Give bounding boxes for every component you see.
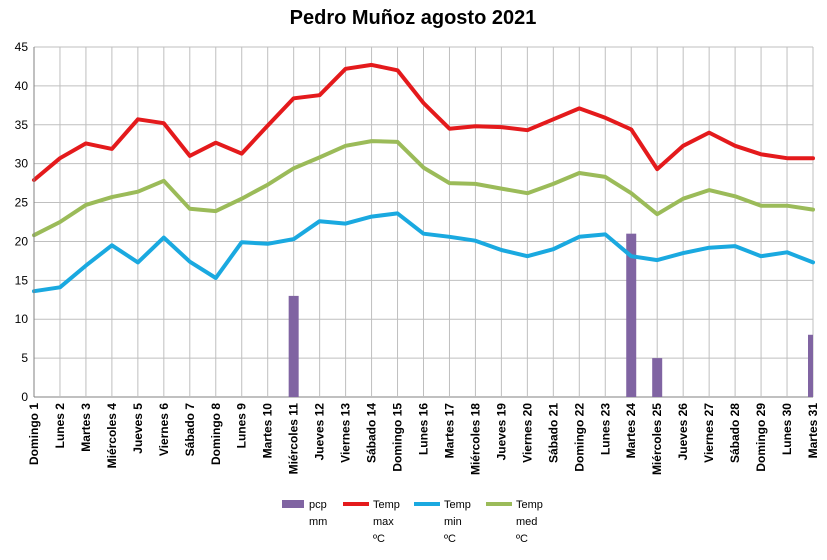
x-tick-label: Martes 24 xyxy=(624,403,638,459)
x-tick-label: Martes 3 xyxy=(79,403,93,452)
x-tick-label: Martes 10 xyxy=(261,403,275,459)
legend-label: ºC xyxy=(373,533,385,545)
y-tick-label: 40 xyxy=(15,79,29,93)
pcp-bar xyxy=(808,334,813,397)
legend-item: Temp max ºC xyxy=(343,499,400,545)
legend-label: min xyxy=(444,516,462,528)
legend-item: pcp mm xyxy=(282,499,327,528)
chart-title: Pedro Muñoz agosto 2021 xyxy=(290,7,537,29)
series-line-temp-min-c xyxy=(32,211,815,294)
x-tick-label: Viernes 20 xyxy=(520,403,534,463)
legend-label: max xyxy=(373,516,394,528)
x-tick-label: Miércoles 18 xyxy=(468,403,482,475)
x-tick-label: Miércoles 4 xyxy=(105,403,119,469)
x-tick-label: Jueves 19 xyxy=(494,403,508,461)
x-tick-label: Lunes 16 xyxy=(417,403,431,455)
legend-label: Temp xyxy=(444,499,471,511)
legend-label: mm xyxy=(309,516,327,528)
legend-label: ºC xyxy=(444,533,456,545)
x-tick-label: Lunes 9 xyxy=(235,403,249,449)
y-tick-label: 10 xyxy=(15,312,29,326)
x-tick-label: Miércoles 25 xyxy=(650,403,664,475)
legend-swatch xyxy=(282,500,304,508)
y-tick-label: 30 xyxy=(15,157,29,171)
bars-layer xyxy=(288,233,813,397)
x-tick-label: Jueves 26 xyxy=(676,403,690,461)
x-tick-label: Domingo 29 xyxy=(754,403,768,472)
legend-label: ºC xyxy=(516,533,528,545)
x-tick-label: Viernes 13 xyxy=(339,403,353,463)
series-line-temp-med-c xyxy=(32,139,815,238)
legend-label: med xyxy=(516,516,537,528)
x-tick-label: Lunes 23 xyxy=(598,403,612,455)
x-tick-label: Lunes 2 xyxy=(53,403,67,449)
y-tick-label: 5 xyxy=(21,351,28,365)
y-tick-label: 25 xyxy=(15,196,29,210)
legend: pcp mm Temp max ºC Temp min ºC Temp med ºC xyxy=(282,499,543,545)
grid-layer xyxy=(33,46,814,398)
legend-label: Temp xyxy=(373,499,400,511)
legend-label: Temp xyxy=(516,499,543,511)
x-tick-label: Martes 17 xyxy=(442,403,456,459)
y-tick-label: 15 xyxy=(15,273,29,287)
x-tick-label: Martes 31 xyxy=(806,403,820,459)
x-tick-label: Sábado 28 xyxy=(728,403,742,463)
lines-layer xyxy=(32,62,815,294)
y-tick-label: 0 xyxy=(21,390,28,404)
x-tick-label: Viernes 27 xyxy=(702,403,716,463)
x-tick-label: Domingo 1 xyxy=(27,403,41,465)
pcp-bar xyxy=(652,358,663,397)
y-tick-label: 20 xyxy=(15,234,29,248)
x-tick-label: Lunes 30 xyxy=(780,403,794,455)
x-tick-label: Sábado 7 xyxy=(183,403,197,457)
legend-item: Temp min ºC xyxy=(414,499,471,545)
y-tick-label: 45 xyxy=(15,40,29,54)
x-tick-label: Domingo 22 xyxy=(572,403,586,472)
x-tick-label: Domingo 15 xyxy=(391,403,405,472)
pcp-bar xyxy=(626,233,637,397)
x-tick-label: Jueves 12 xyxy=(313,403,327,461)
y-tick-label: 35 xyxy=(15,118,29,132)
pcp-bar xyxy=(288,295,299,397)
series-line-temp-max-c xyxy=(32,62,815,182)
axis-layer: 0 5 10 15 20 25 30 35 40 45 Domingo 1 Lunes 2 Martes… xyxy=(15,40,820,475)
x-tick-label: Jueves 5 xyxy=(131,403,145,454)
legend-label: pcp xyxy=(309,499,327,511)
x-tick-label: Sábado 21 xyxy=(546,403,560,463)
x-tick-label: Viernes 6 xyxy=(157,403,171,456)
x-tick-label: Domingo 8 xyxy=(209,403,223,465)
legend-item: Temp med ºC xyxy=(486,499,543,545)
x-tick-label: Miércoles 11 xyxy=(287,403,301,475)
x-tick-label: Sábado 14 xyxy=(365,403,379,463)
